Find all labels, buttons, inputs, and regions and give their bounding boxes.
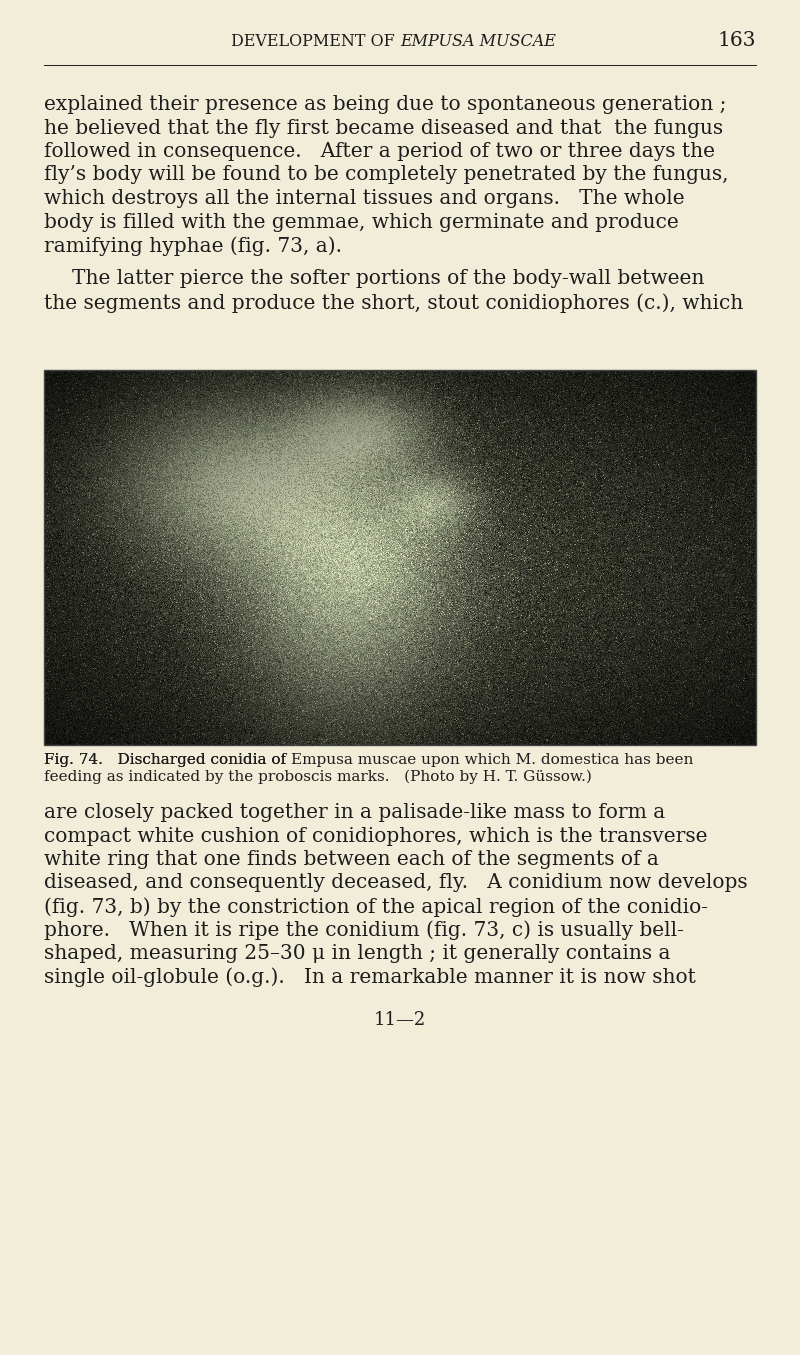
- Text: he believed that the fly first became diseased and that  the fungus: he believed that the fly first became di…: [44, 118, 723, 137]
- Text: Fig. 74.   Discharged conidia of Empusa muscae upon which M. domestica has been: Fig. 74. Discharged conidia of Empusa mu…: [44, 753, 694, 767]
- Text: diseased, and consequently deceased, fly.   A conidium now develops: diseased, and consequently deceased, fly…: [44, 874, 748, 893]
- Text: followed in consequence.   After a period of two or three days the: followed in consequence. After a period …: [44, 142, 715, 161]
- Text: shaped, measuring 25–30 μ in length ; it generally contains a: shaped, measuring 25–30 μ in length ; it…: [44, 944, 670, 963]
- Text: the segments and produce the short, stout conidiophores (c.), which: the segments and produce the short, stou…: [44, 293, 743, 313]
- Text: fly’s body will be found to be completely penetrated by the fungus,: fly’s body will be found to be completel…: [44, 165, 729, 184]
- Text: phore.   When it is ripe the conidium (fig. 73, c) is usually bell-: phore. When it is ripe the conidium (fig…: [44, 920, 684, 940]
- Text: 11—2: 11—2: [374, 1011, 426, 1028]
- Text: white ring that one finds between each of the segments of a: white ring that one finds between each o…: [44, 850, 659, 869]
- Text: which destroys all the internal tissues and organs.   The whole: which destroys all the internal tissues …: [44, 188, 685, 209]
- Text: body is filled with the gemmae, which germinate and produce: body is filled with the gemmae, which ge…: [44, 213, 678, 232]
- Text: explained their presence as being due to spontaneous generation ;: explained their presence as being due to…: [44, 95, 726, 114]
- Text: ramifying hyphae (fig. 73, a).: ramifying hyphae (fig. 73, a).: [44, 236, 342, 256]
- Text: are closely packed together in a palisade-like mass to form a: are closely packed together in a palisad…: [44, 804, 666, 822]
- Text: Fig. 74.   Discharged conidia of: Fig. 74. Discharged conidia of: [44, 753, 291, 767]
- Text: DEVELOPMENT OF: DEVELOPMENT OF: [231, 33, 400, 50]
- Text: single oil-globule (o.g.).   In a remarkable manner it is now shot: single oil-globule (o.g.). In a remarkab…: [44, 967, 696, 988]
- Text: The latter pierce the softer portions of the body-wall between: The latter pierce the softer portions of…: [72, 270, 704, 289]
- Text: compact white cushion of conidiophores, which is the transverse: compact white cushion of conidiophores, …: [44, 827, 707, 846]
- Text: feeding as indicated by the proboscis marks.   (Photo by H. T. Güssow.): feeding as indicated by the proboscis ma…: [44, 770, 592, 785]
- Text: EMPUSA MUSCAE: EMPUSA MUSCAE: [400, 33, 556, 50]
- Bar: [44, 370, 756, 745]
- Text: 163: 163: [718, 31, 756, 50]
- Text: (fig. 73, b) by the constriction of the apical region of the conidio-: (fig. 73, b) by the constriction of the …: [44, 897, 708, 916]
